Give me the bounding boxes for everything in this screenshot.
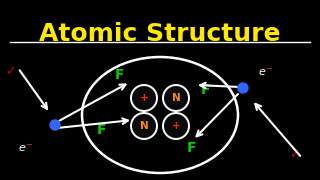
Text: Atomic Structure: Atomic Structure [39, 22, 281, 46]
Text: F: F [115, 68, 125, 82]
Text: ✓: ✓ [289, 148, 299, 161]
Text: +: + [140, 93, 148, 103]
Text: −: − [26, 141, 33, 150]
Text: ✓: ✓ [5, 66, 15, 78]
Text: F: F [97, 123, 107, 137]
Text: N: N [140, 121, 148, 131]
Circle shape [163, 113, 189, 139]
Text: +: + [172, 121, 180, 131]
Circle shape [131, 85, 157, 111]
Text: e: e [19, 143, 25, 153]
Text: F: F [200, 83, 210, 97]
Text: e: e [259, 67, 265, 77]
Text: F: F [187, 141, 197, 155]
Text: −: − [266, 64, 273, 73]
Circle shape [131, 113, 157, 139]
Text: N: N [172, 93, 180, 103]
Circle shape [238, 83, 248, 93]
Circle shape [163, 85, 189, 111]
Circle shape [50, 120, 60, 130]
